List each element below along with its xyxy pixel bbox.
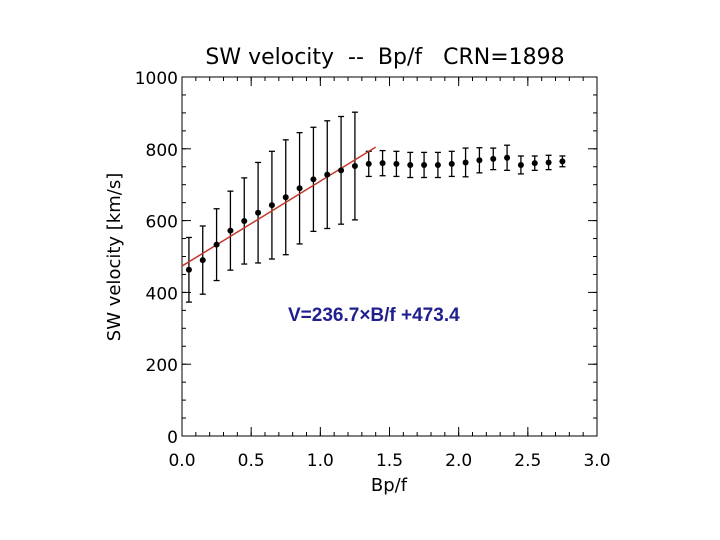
data-point	[504, 154, 511, 161]
data-point	[531, 160, 538, 167]
data-point	[517, 161, 524, 168]
data-point	[255, 209, 262, 216]
data-point	[282, 194, 289, 201]
y-tick-labels: 0 200 400 600 800 1000	[135, 69, 178, 448]
axis-ticks	[181, 76, 598, 437]
x-tick-label: 3.0	[583, 451, 610, 471]
x-axis-label: Bp/f	[371, 475, 408, 496]
fit-equation-label: V=236.7×B/f +473.4	[288, 305, 460, 326]
data-point	[351, 163, 358, 170]
y-tick-label: 0	[167, 428, 178, 448]
data-point	[213, 241, 220, 248]
x-tick-label: 0.5	[238, 451, 265, 471]
data-point	[448, 160, 455, 167]
x-tick-labels: 0.0 0.5 1.0 1.5 2.0 2.5 3.0	[168, 451, 610, 471]
error-bars	[185, 111, 566, 303]
x-tick-label: 2.0	[445, 451, 472, 471]
y-tick-label: 600	[146, 213, 178, 233]
data-point	[434, 161, 441, 168]
x-tick-label: 0.0	[168, 451, 195, 471]
data-point	[199, 257, 206, 264]
x-tick-label: 2.5	[514, 451, 541, 471]
data-point	[296, 185, 303, 192]
data-point	[324, 171, 331, 178]
chart-title: SW velocity -- Bp/f CRN=1898	[205, 45, 564, 70]
x-tick-label: 1.0	[307, 451, 334, 471]
data-point	[241, 217, 248, 224]
y-tick-label: 200	[146, 356, 178, 376]
y-tick-label: 1000	[135, 69, 178, 89]
data-point	[407, 161, 414, 168]
data-point	[421, 161, 428, 168]
data-point	[227, 227, 234, 234]
fit-line	[181, 146, 377, 267]
data-point	[559, 158, 566, 165]
y-tick-label: 400	[146, 284, 178, 304]
x-tick-label: 1.5	[376, 451, 403, 471]
y-tick-label: 800	[146, 141, 178, 161]
y-axis-label: SW velocity [km/s]	[104, 173, 125, 341]
data-point	[268, 202, 275, 209]
data-point	[393, 160, 400, 167]
data-point	[490, 155, 497, 162]
data-point	[545, 159, 552, 166]
data-point	[365, 160, 372, 167]
data-points	[185, 154, 566, 273]
data-point	[462, 159, 469, 166]
data-point	[476, 157, 483, 164]
data-point	[379, 160, 386, 167]
data-point	[185, 266, 192, 273]
data-point	[310, 176, 317, 183]
data-point	[338, 167, 345, 174]
